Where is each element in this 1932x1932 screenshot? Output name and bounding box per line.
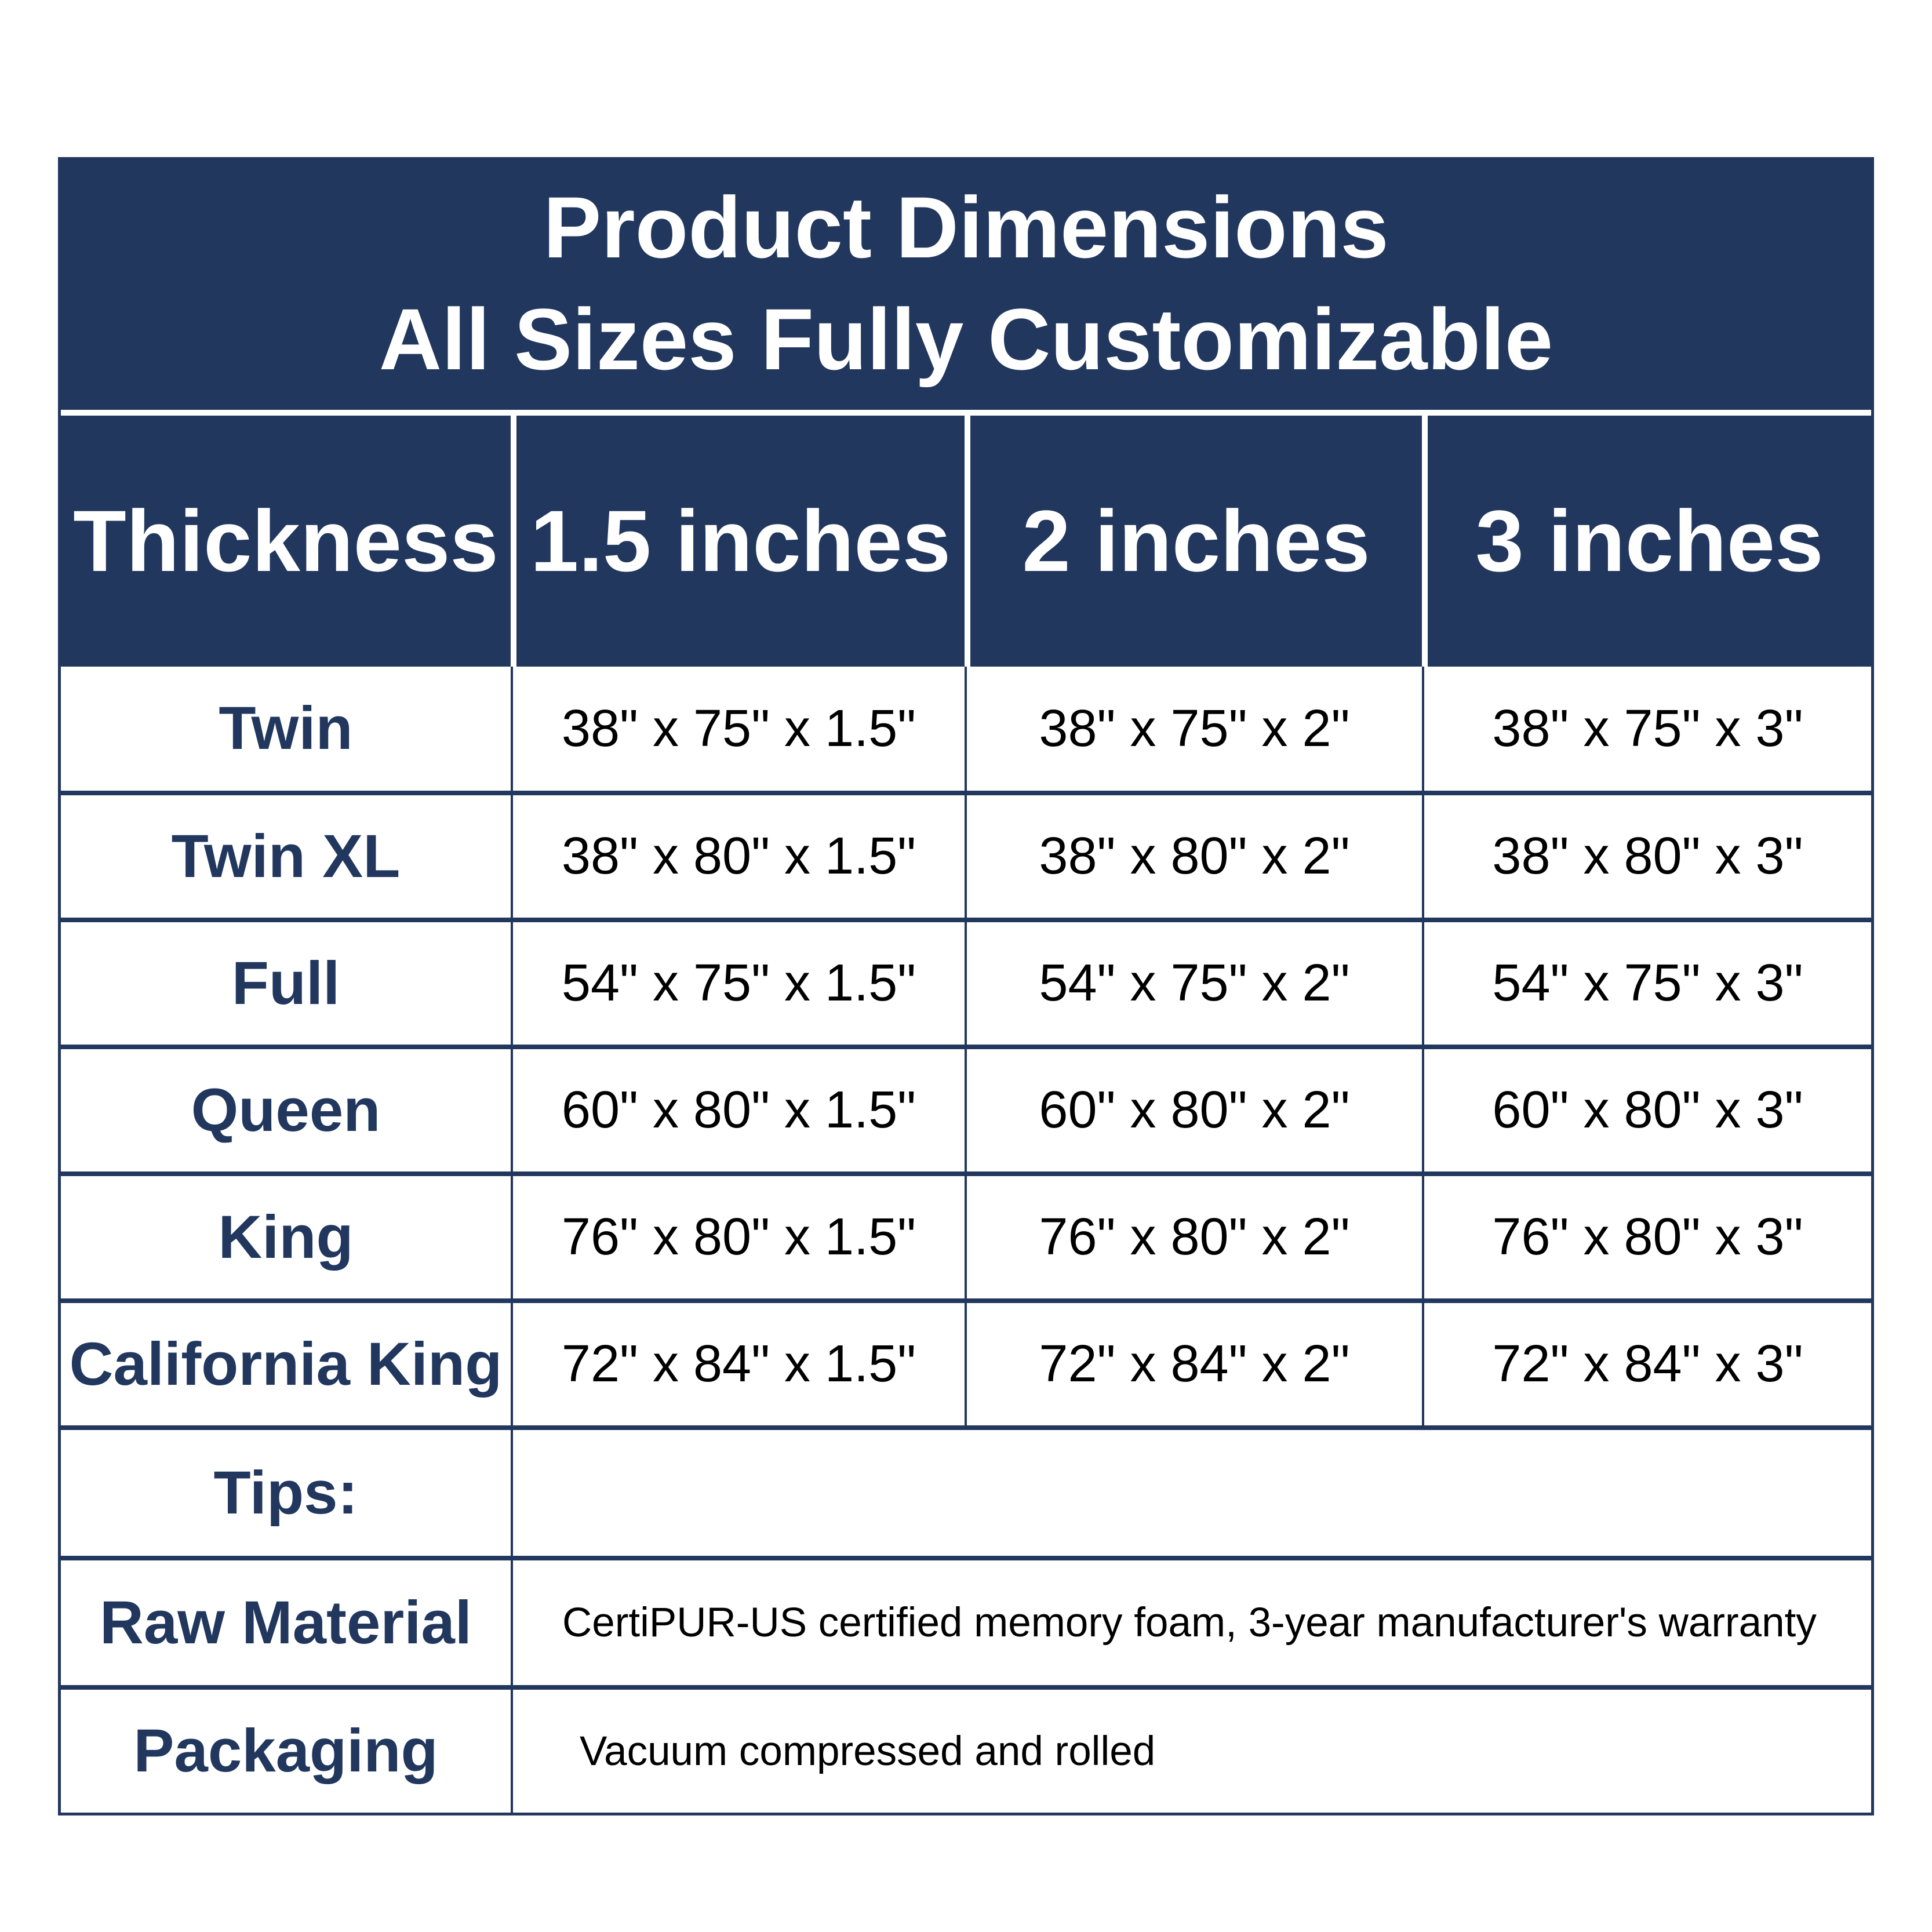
row-label-packaging: Packaging xyxy=(133,1717,438,1785)
size-cell: 54" x 75" x 3" xyxy=(1422,922,1871,1045)
size-cell: 38" x 80" x 3" xyxy=(1422,795,1871,918)
size-cell: 76" x 80" x 2" xyxy=(965,1176,1422,1298)
title-line-1: Product Dimensions xyxy=(543,179,1389,276)
header-3-inches: 3 inches xyxy=(1422,416,1871,667)
header-thickness: Thickness xyxy=(61,416,511,667)
row-label-twin-xl: Twin XL xyxy=(171,822,401,890)
row-label-california-king: California King xyxy=(69,1330,503,1398)
row-label-raw-material: Raw Material xyxy=(100,1588,472,1657)
table-title: Product Dimensions All Sizes Fully Custo… xyxy=(61,157,1871,410)
table-row-full: Full 54" x 75" x 1.5" 54" x 75" x 2" 54"… xyxy=(61,918,1871,1045)
table-row-california-king: California King 72" x 84" x 1.5" 72" x 8… xyxy=(61,1298,1871,1425)
title-divider xyxy=(61,410,1871,416)
row-label-tips: Tips: xyxy=(213,1458,358,1527)
table-row-tips: Tips: xyxy=(61,1425,1871,1556)
size-cell: 76" x 80" x 3" xyxy=(1422,1176,1871,1298)
header-1-5-inches: 1.5 inches xyxy=(511,416,965,667)
raw-material-value: CertiPUR-US certified memory foam, 3-yea… xyxy=(511,1560,1871,1685)
size-cell: 38" x 75" x 3" xyxy=(1422,667,1871,791)
size-cell: 38" x 75" x 1.5" xyxy=(511,667,965,791)
size-cell: 72" x 84" x 1.5" xyxy=(511,1303,965,1425)
size-cell: 72" x 84" x 2" xyxy=(965,1303,1422,1425)
size-cell: 60" x 80" x 1.5" xyxy=(511,1049,965,1171)
table-row-king: King 76" x 80" x 1.5" 76" x 80" x 2" 76"… xyxy=(61,1171,1871,1298)
size-cell: 76" x 80" x 1.5" xyxy=(511,1176,965,1298)
size-cell: 72" x 84" x 3" xyxy=(1422,1303,1871,1425)
table-row-queen: Queen 60" x 80" x 1.5" 60" x 80" x 2" 60… xyxy=(61,1045,1871,1171)
size-cell: 54" x 75" x 2" xyxy=(965,922,1422,1045)
title-line-2: All Sizes Fully Customizable xyxy=(379,290,1553,388)
table-row-twin: Twin 38" x 75" x 1.5" 38" x 75" x 2" 38"… xyxy=(61,667,1871,791)
row-label-full: Full xyxy=(231,949,340,1017)
size-cell: 38" x 80" x 1.5" xyxy=(511,795,965,918)
tips-value xyxy=(511,1430,1871,1556)
row-label-queen: Queen xyxy=(191,1076,381,1144)
size-cell: 38" x 80" x 2" xyxy=(965,795,1422,918)
product-dimensions-table: Product Dimensions All Sizes Fully Custo… xyxy=(58,157,1874,1815)
header-2-inches: 2 inches xyxy=(965,416,1422,667)
size-cell: 60" x 80" x 2" xyxy=(965,1049,1422,1171)
table-row-packaging: Packaging Vacuum compressed and rolled xyxy=(61,1685,1871,1813)
size-cell: 54" x 75" x 1.5" xyxy=(511,922,965,1045)
size-cell: 60" x 80" x 3" xyxy=(1422,1049,1871,1171)
packaging-value: Vacuum compressed and rolled xyxy=(511,1690,1871,1813)
size-cell: 38" x 75" x 2" xyxy=(965,667,1422,791)
table-row-twin-xl: Twin XL 38" x 80" x 1.5" 38" x 80" x 2" … xyxy=(61,791,1871,918)
column-header-row: Thickness 1.5 inches 2 inches 3 inches xyxy=(61,416,1871,667)
table-row-raw-material: Raw Material CertiPUR-US certified memor… xyxy=(61,1556,1871,1685)
row-label-twin: Twin xyxy=(219,694,353,762)
row-label-king: King xyxy=(218,1203,354,1271)
